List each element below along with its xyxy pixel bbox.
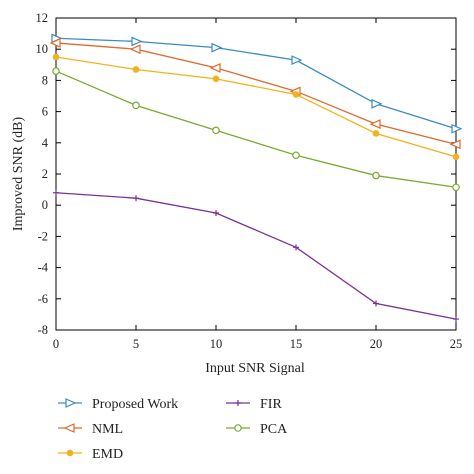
data-point	[371, 98, 383, 109]
legend-label: Proposed Work	[92, 397, 178, 412]
legend-label: NML	[92, 422, 123, 437]
legend-label: EMD	[92, 447, 123, 462]
legend-marker	[66, 449, 74, 457]
data-point	[452, 183, 460, 192]
data-point	[369, 119, 381, 130]
series-line	[55, 42, 457, 145]
data-point	[372, 171, 380, 180]
plot-frame	[55, 17, 457, 331]
data-point	[372, 130, 380, 137]
legend-marker	[235, 400, 241, 406]
x-tick-label: 25	[450, 337, 463, 351]
data-point	[212, 75, 220, 83]
y-tick-label: 10	[36, 42, 49, 56]
legend: Proposed Work NML EMD FIR PCA	[58, 397, 288, 462]
data-point	[449, 139, 461, 150]
series-line	[55, 192, 457, 320]
series-line	[55, 56, 457, 158]
series-line	[55, 37, 457, 130]
y-axis-label: Improved SNR (dB)	[11, 117, 26, 232]
data-point	[211, 42, 223, 53]
data-point	[132, 101, 140, 110]
y-tick-label: -6	[38, 292, 48, 306]
x-tick-label: 5	[133, 337, 139, 351]
y-tick-label: 8	[42, 73, 48, 87]
x-axis-label: Input SNR Signal	[205, 361, 305, 376]
series-line	[55, 70, 457, 188]
x-tick-label: 10	[210, 337, 223, 351]
data-point	[52, 67, 60, 75]
legend-marker	[65, 398, 77, 408]
y-tick-label: 6	[42, 105, 48, 119]
data-point	[452, 153, 460, 161]
data-point	[212, 126, 220, 135]
series-pca	[52, 67, 460, 192]
data-point	[129, 44, 141, 55]
data-point	[292, 151, 300, 160]
y-tick-label: 0	[42, 198, 48, 212]
data-point	[133, 195, 139, 202]
plot-series	[49, 33, 463, 323]
legend-item: NML	[58, 422, 123, 437]
plot-axes	[55, 17, 457, 331]
y-tick-label: 12	[36, 11, 49, 25]
y-tick-label: 4	[42, 136, 49, 150]
data-point	[49, 38, 61, 48]
data-point	[213, 210, 219, 216]
y-tick-label: -4	[38, 261, 49, 275]
data-point	[453, 316, 459, 323]
y-tick-label: -2	[38, 229, 48, 243]
legend-item: PCA	[226, 422, 288, 437]
series-nml	[49, 38, 461, 150]
y-tick-label: 2	[42, 167, 48, 181]
series-emd	[52, 53, 460, 161]
legend-label: PCA	[260, 422, 288, 437]
data-point	[291, 55, 303, 66]
data-point	[52, 53, 60, 61]
legend-marker	[63, 423, 75, 433]
data-point	[292, 91, 300, 98]
data-point	[209, 62, 221, 73]
series-proposed-work	[51, 33, 463, 134]
x-tick-label: 0	[53, 337, 59, 351]
data-point	[131, 36, 143, 47]
tick-labels: 0 5 10 15 20 25 -8 -6 -4 -2 0 2 4 6 8 10 12	[36, 11, 463, 351]
series-fir	[53, 189, 459, 323]
legend-label: FIR	[260, 397, 282, 412]
data-point	[451, 123, 463, 134]
legend-marker	[234, 424, 242, 432]
data-point	[53, 189, 59, 196]
x-tick-label: 15	[290, 337, 303, 351]
data-point	[293, 244, 299, 251]
x-tick-label: 20	[370, 337, 383, 351]
data-point	[373, 300, 379, 307]
legend-item: FIR	[226, 397, 282, 412]
data-point	[132, 66, 140, 73]
y-tick-label: -8	[38, 323, 48, 337]
legend-item: Proposed Work	[58, 397, 178, 412]
legend-item: EMD	[58, 447, 123, 462]
